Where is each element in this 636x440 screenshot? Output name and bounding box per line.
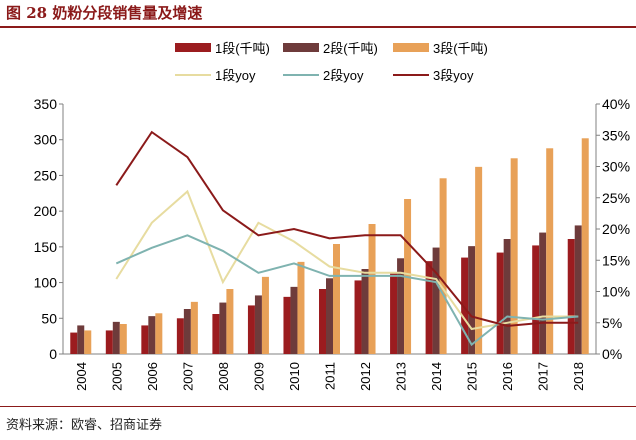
bar-2duan bbox=[326, 278, 333, 354]
legend-label: 2段yoy bbox=[323, 68, 364, 83]
bar-3duan bbox=[475, 166, 483, 354]
legend-label: 1段yoy bbox=[215, 68, 256, 83]
bar-1duan bbox=[567, 239, 575, 354]
bar-2duan bbox=[183, 309, 191, 354]
legend-label: 2段(千吨) bbox=[323, 41, 378, 56]
legend-swatch bbox=[175, 43, 211, 52]
bar-1duan bbox=[212, 314, 220, 354]
bar-1duan bbox=[496, 252, 504, 354]
x-axis-tick-label: 2015 bbox=[465, 362, 480, 391]
bar-3duan bbox=[581, 138, 589, 354]
left-axis-tick-label: 150 bbox=[34, 239, 58, 255]
bar-2duan bbox=[254, 295, 262, 354]
x-axis-tick-label: 2006 bbox=[145, 362, 160, 391]
bar-2duan bbox=[290, 286, 298, 354]
left-axis-tick-label: 250 bbox=[34, 167, 58, 183]
bar-1duan bbox=[319, 289, 326, 354]
bar-2duan bbox=[77, 325, 85, 354]
x-axis-tick-label: 2009 bbox=[251, 362, 266, 391]
bar-3duan bbox=[333, 244, 340, 354]
bar-2duan bbox=[361, 269, 369, 354]
bar-3duan bbox=[368, 224, 376, 354]
bar-3duan bbox=[155, 313, 163, 354]
legend-label: 1段(千吨) bbox=[215, 41, 270, 56]
bar-1duan bbox=[176, 318, 184, 354]
x-axis-tick-label: 2011 bbox=[323, 362, 338, 390]
x-axis-tick-label: 2005 bbox=[109, 362, 124, 391]
bar-2duan bbox=[219, 302, 227, 354]
figure-title: 图 28 奶粉分段销售量及增速 bbox=[6, 4, 203, 22]
bar-2duan bbox=[432, 247, 440, 354]
right-axis-tick-label: 0% bbox=[602, 346, 622, 362]
left-axis-tick-label: 350 bbox=[34, 96, 58, 112]
legend-label: 3段(千吨) bbox=[433, 41, 488, 56]
bar-3duan bbox=[190, 301, 198, 354]
x-axis-tick-label: 2014 bbox=[429, 362, 444, 391]
left-axis-tick-label: 300 bbox=[34, 132, 58, 148]
x-axis-tick-label: 2004 bbox=[74, 362, 89, 391]
source-note: 资料来源：欧睿、招商证券 bbox=[6, 418, 163, 433]
left-axis-tick-label: 50 bbox=[41, 310, 57, 326]
title-divider bbox=[0, 26, 636, 28]
bar-3duan bbox=[119, 324, 127, 354]
bar-1duan bbox=[70, 332, 78, 354]
bar-3duan bbox=[546, 148, 554, 354]
left-axis-tick-label: 0 bbox=[49, 346, 57, 362]
sales-volume-growth-chart: 0 50 100 150 200 250 300 350 0% 5% 10% 15% 20% 25% 30%… bbox=[34, 41, 630, 391]
legend-label: 3段yoy bbox=[433, 68, 474, 83]
bar-1duan bbox=[532, 245, 540, 354]
right-axis-tick-label: 25% bbox=[602, 190, 630, 206]
bar-1duan bbox=[425, 261, 433, 354]
bar-1duan bbox=[283, 296, 291, 354]
bar-2duan bbox=[539, 232, 547, 354]
bar-3duan bbox=[439, 178, 447, 354]
bar-2duan bbox=[112, 321, 120, 354]
right-axis-tick-label: 30% bbox=[602, 159, 630, 175]
right-axis-tick-label: 5% bbox=[602, 315, 622, 331]
bar-3duan bbox=[84, 330, 92, 354]
line-3duan-yoy bbox=[115, 130, 579, 327]
bar-1duan bbox=[105, 330, 113, 354]
bar-1duan bbox=[354, 280, 362, 354]
bar-1duan bbox=[141, 325, 149, 354]
x-axis-tick-label: 2013 bbox=[394, 362, 409, 391]
bar-2duan bbox=[397, 258, 405, 354]
legend-swatch bbox=[393, 43, 429, 52]
left-axis-tick-label: 100 bbox=[34, 275, 58, 291]
legend-swatch bbox=[283, 43, 319, 52]
right-axis-tick-label: 35% bbox=[602, 127, 630, 143]
bar-2duan bbox=[468, 246, 476, 354]
x-axis-tick-label: 2018 bbox=[571, 362, 586, 391]
line-2duan-yoy bbox=[115, 234, 579, 347]
left-axis-tick-label: 200 bbox=[34, 203, 58, 219]
x-axis-tick-label: 2016 bbox=[500, 362, 515, 391]
bar-2duan bbox=[503, 239, 511, 354]
x-axis-tick-label: 2010 bbox=[287, 362, 302, 391]
x-axis-tick-label: 2008 bbox=[216, 362, 231, 391]
right-axis-tick-label: 10% bbox=[602, 284, 630, 300]
bar-1duan bbox=[247, 305, 255, 354]
bar-3duan bbox=[510, 158, 518, 354]
bar-1duan bbox=[461, 257, 469, 354]
bar-3duan bbox=[226, 289, 234, 354]
bar-3duan bbox=[297, 261, 305, 354]
x-axis-tick-label: 2017 bbox=[536, 362, 551, 391]
bar-1duan bbox=[390, 272, 398, 354]
right-axis-tick-label: 20% bbox=[602, 221, 630, 237]
right-axis-tick-label: 15% bbox=[602, 252, 630, 268]
bar-2duan bbox=[574, 225, 582, 354]
x-axis-tick-label: 2007 bbox=[180, 362, 195, 391]
x-axis-tick-label: 2012 bbox=[358, 362, 373, 391]
bar-3duan bbox=[261, 276, 269, 354]
source-divider bbox=[0, 406, 636, 407]
right-axis-tick-label: 40% bbox=[602, 96, 630, 112]
bar-2duan bbox=[148, 316, 156, 354]
